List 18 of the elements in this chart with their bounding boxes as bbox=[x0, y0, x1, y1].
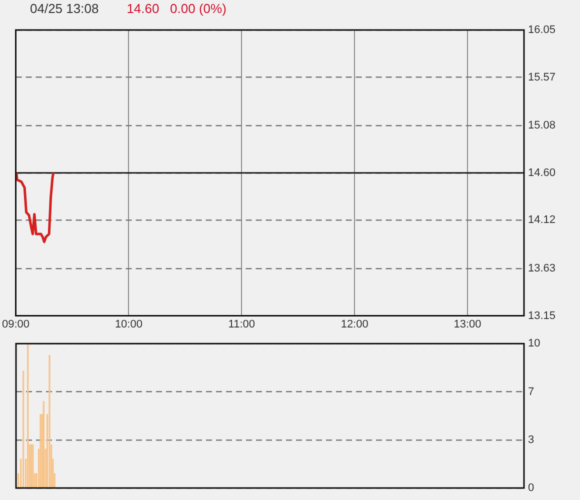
y-tick-label: 14.60 bbox=[528, 166, 556, 179]
y-tick-label: 14.12 bbox=[528, 214, 556, 226]
y-tick-label: 3 bbox=[528, 434, 534, 446]
y-tick-label: 0 bbox=[528, 482, 534, 494]
y-tick-label: 13.15 bbox=[528, 310, 556, 322]
y-tick-label: 15.08 bbox=[528, 120, 556, 132]
y-tick-label: 15.57 bbox=[528, 71, 556, 84]
y-tick-label: 13.63 bbox=[528, 262, 556, 275]
x-tick-label: 13:00 bbox=[454, 318, 482, 330]
y-tick-label: 16.05 bbox=[528, 24, 556, 36]
chart-subtitle: 14.60 0.00 (0%) bbox=[126, 1, 226, 16]
x-tick-label: 12:00 bbox=[340, 318, 368, 330]
chart-title: 04/25 13:08 bbox=[30, 1, 99, 16]
y-tick-label: 10 bbox=[528, 338, 540, 350]
x-tick-label: 11:00 bbox=[228, 318, 256, 330]
y-tick-label: 7 bbox=[528, 386, 534, 398]
x-tick-label: 09:00 bbox=[2, 318, 30, 330]
x-tick-label: 10:00 bbox=[114, 318, 142, 330]
